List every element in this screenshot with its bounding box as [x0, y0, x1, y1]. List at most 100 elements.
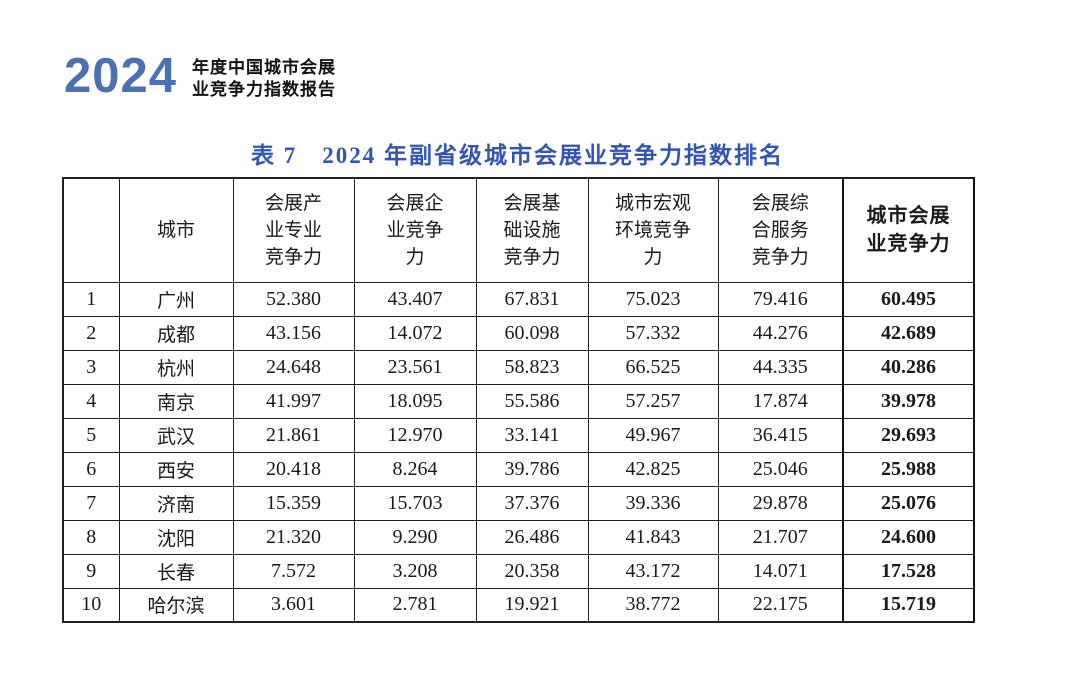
- rank-cell: 7: [62, 485, 120, 521]
- city-cell: 广州: [118, 281, 234, 317]
- enterprise-cell: 2.781: [353, 587, 477, 623]
- industry-cell: 21.861: [232, 417, 355, 453]
- service-cell: 21.707: [717, 519, 844, 555]
- macro-cell: 66.525: [587, 349, 719, 385]
- macro-cell: 57.332: [587, 315, 719, 351]
- table-title: 表 7 2024 年副省级城市会展业竞争力指数排名: [251, 143, 784, 168]
- service-cell: 29.878: [717, 485, 844, 521]
- industry-cell: 52.380: [232, 281, 355, 317]
- enterprise-cell: 3.208: [353, 553, 477, 589]
- enterprise-cell: 8.264: [353, 451, 477, 487]
- table-row: 1 广州 52.380 43.407 67.831 75.023 79.416 …: [62, 281, 975, 317]
- infrastructure-cell: 20.358: [475, 553, 589, 589]
- table-row: 10 哈尔滨 3.601 2.781 19.921 38.772 22.175 …: [62, 587, 975, 623]
- rank-cell: 5: [62, 417, 120, 453]
- overall-cell: 15.719: [842, 587, 975, 623]
- header-infrastructure: 会展基 础设施 竞争力: [475, 177, 589, 283]
- enterprise-cell: 23.561: [353, 349, 477, 385]
- enterprise-cell: 12.970: [353, 417, 477, 453]
- macro-cell: 75.023: [587, 281, 719, 317]
- report-year-logo: 2024: [64, 49, 178, 103]
- overall-cell: 60.495: [842, 281, 975, 317]
- rank-cell: 2: [62, 315, 120, 351]
- enterprise-cell: 15.703: [353, 485, 477, 521]
- table-row: 4 南京 41.997 18.095 55.586 57.257 17.874 …: [62, 383, 975, 419]
- overall-cell: 24.600: [842, 519, 975, 555]
- industry-cell: 43.156: [232, 315, 355, 351]
- infrastructure-cell: 55.586: [475, 383, 589, 419]
- enterprise-cell: 43.407: [353, 281, 477, 317]
- industry-cell: 21.320: [232, 519, 355, 555]
- table-row: 8 沈阳 21.320 9.290 26.486 41.843 21.707 2…: [62, 519, 975, 555]
- industry-cell: 24.648: [232, 349, 355, 385]
- macro-cell: 49.967: [587, 417, 719, 453]
- infrastructure-cell: 39.786: [475, 451, 589, 487]
- service-cell: 44.276: [717, 315, 844, 351]
- city-cell: 哈尔滨: [118, 587, 234, 623]
- service-cell: 25.046: [717, 451, 844, 487]
- ranking-table: 城市 会展产 业专业 竞争力 会展企 业竞争 力 会展基 础设施 竞争力 城市宏…: [62, 177, 975, 623]
- rank-cell: 1: [62, 281, 120, 317]
- city-cell: 南京: [118, 383, 234, 419]
- rank-cell: 8: [62, 519, 120, 555]
- table-row: 2 成都 43.156 14.072 60.098 57.332 44.276 …: [62, 315, 975, 351]
- rank-cell: 6: [62, 451, 120, 487]
- infrastructure-cell: 60.098: [475, 315, 589, 351]
- header-enterprise: 会展企 业竞争 力: [353, 177, 477, 283]
- city-cell: 长春: [118, 553, 234, 589]
- overall-cell: 25.988: [842, 451, 975, 487]
- service-cell: 17.874: [717, 383, 844, 419]
- industry-cell: 7.572: [232, 553, 355, 589]
- macro-cell: 57.257: [587, 383, 719, 419]
- city-cell: 沈阳: [118, 519, 234, 555]
- header-service: 会展综 合服务 竞争力: [717, 177, 844, 283]
- service-cell: 44.335: [717, 349, 844, 385]
- rank-cell: 10: [62, 587, 120, 623]
- enterprise-cell: 9.290: [353, 519, 477, 555]
- report-subtitle-line2: 业竞争力指数报告: [192, 80, 337, 99]
- industry-cell: 15.359: [232, 485, 355, 521]
- overall-cell: 17.528: [842, 553, 975, 589]
- macro-cell: 43.172: [587, 553, 719, 589]
- service-cell: 14.071: [717, 553, 844, 589]
- overall-cell: 39.978: [842, 383, 975, 419]
- rank-cell: 3: [62, 349, 120, 385]
- table-header-row: 城市 会展产 业专业 竞争力 会展企 业竞争 力 会展基 础设施 竞争力 城市宏…: [62, 177, 975, 283]
- overall-cell: 29.693: [842, 417, 975, 453]
- city-cell: 武汉: [118, 417, 234, 453]
- table-row: 3 杭州 24.648 23.561 58.823 66.525 44.335 …: [62, 349, 975, 385]
- infrastructure-cell: 67.831: [475, 281, 589, 317]
- macro-cell: 42.825: [587, 451, 719, 487]
- enterprise-cell: 18.095: [353, 383, 477, 419]
- overall-cell: 42.689: [842, 315, 975, 351]
- infrastructure-cell: 37.376: [475, 485, 589, 521]
- overall-cell: 40.286: [842, 349, 975, 385]
- enterprise-cell: 14.072: [353, 315, 477, 351]
- table-row: 5 武汉 21.861 12.970 33.141 49.967 36.415 …: [62, 417, 975, 453]
- service-cell: 22.175: [717, 587, 844, 623]
- rank-cell: 9: [62, 553, 120, 589]
- report-subtitle-line1: 年度中国城市会展: [192, 58, 337, 77]
- rank-cell: 4: [62, 383, 120, 419]
- city-cell: 杭州: [118, 349, 234, 385]
- infrastructure-cell: 26.486: [475, 519, 589, 555]
- macro-cell: 41.843: [587, 519, 719, 555]
- table-row: 9 长春 7.572 3.208 20.358 43.172 14.071 17…: [62, 553, 975, 589]
- industry-cell: 3.601: [232, 587, 355, 623]
- infrastructure-cell: 19.921: [475, 587, 589, 623]
- macro-cell: 38.772: [587, 587, 719, 623]
- city-cell: 西安: [118, 451, 234, 487]
- header-city: 城市: [118, 177, 234, 283]
- header-industry: 会展产 业专业 竞争力: [232, 177, 355, 283]
- service-cell: 36.415: [717, 417, 844, 453]
- city-cell: 济南: [118, 485, 234, 521]
- table-row: 7 济南 15.359 15.703 37.376 39.336 29.878 …: [62, 485, 975, 521]
- service-cell: 79.416: [717, 281, 844, 317]
- table-row: 6 西安 20.418 8.264 39.786 42.825 25.046 2…: [62, 451, 975, 487]
- industry-cell: 41.997: [232, 383, 355, 419]
- overall-cell: 25.076: [842, 485, 975, 521]
- header-macro: 城市宏观 环境竞争 力: [587, 177, 719, 283]
- infrastructure-cell: 58.823: [475, 349, 589, 385]
- header-overall: 城市会展 业竞争力: [842, 177, 975, 283]
